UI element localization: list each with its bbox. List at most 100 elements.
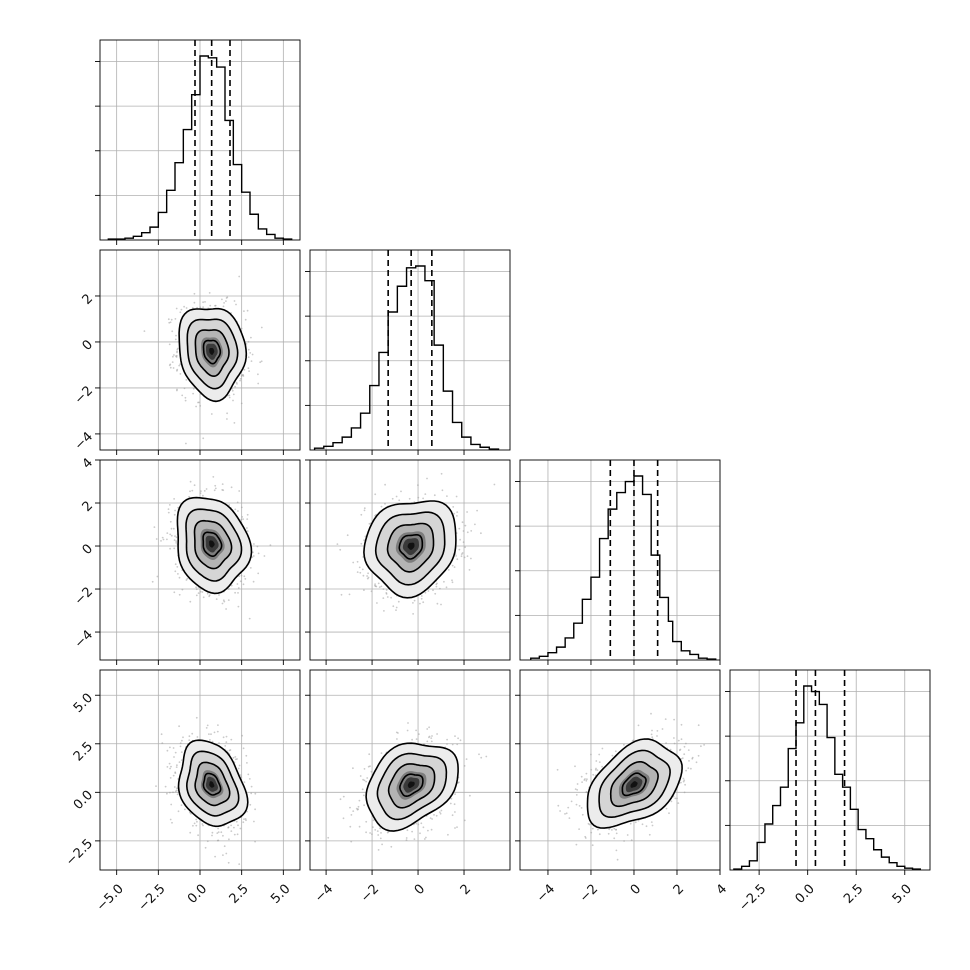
scatter-point [237, 605, 240, 608]
scatter-point [235, 303, 237, 306]
scatter-point [176, 351, 178, 354]
scatter-point [355, 807, 358, 810]
scatter-point [358, 799, 361, 802]
scatter-point [180, 759, 183, 761]
scatter-point [199, 405, 202, 407]
scatter-point [454, 811, 456, 813]
scatter-point [226, 412, 229, 415]
scatter-point [379, 837, 382, 840]
scatter-point [391, 497, 394, 500]
scatter-point [195, 586, 198, 589]
contour-line [621, 772, 647, 797]
scatter-point [668, 812, 670, 815]
scatter-point [665, 807, 668, 810]
scatter-point [590, 831, 593, 834]
scatter-point [170, 803, 173, 806]
scatter-point [166, 749, 169, 752]
scatter-point [192, 392, 195, 395]
scatter-point [175, 307, 178, 310]
scatter-point [413, 838, 416, 840]
scatter-point [590, 753, 592, 756]
scatter-point [440, 603, 442, 606]
histogram-step [107, 55, 293, 240]
scatter-point [585, 791, 588, 793]
scatter-point [193, 292, 196, 295]
scatter-point [626, 834, 629, 836]
scatter-point [426, 740, 429, 743]
scatter-point [381, 843, 383, 846]
scatter-point [242, 821, 245, 824]
scatter-point [339, 548, 342, 551]
scatter-point [378, 586, 381, 588]
scatter-point [430, 737, 433, 739]
scatter-point [166, 538, 168, 541]
scatter-point [415, 738, 418, 740]
scatter-point [197, 401, 199, 404]
scatter-point [259, 361, 262, 364]
scatter-point [234, 385, 237, 388]
x-tick-label: 0.0 [185, 882, 210, 907]
contour-line [363, 500, 457, 599]
scatter-point [356, 571, 359, 573]
scatter-point [348, 593, 351, 596]
scatter-point [468, 569, 471, 571]
contour-line [202, 339, 222, 365]
scatter-point [238, 490, 241, 492]
scatter-point [420, 822, 423, 825]
density-fill [630, 781, 638, 788]
contour-line [386, 522, 435, 573]
scatter-point [366, 577, 369, 580]
scatter-point [174, 772, 177, 774]
scatter-point [214, 855, 217, 858]
scatter-point [176, 369, 178, 372]
y-tick-label: −2 [72, 383, 96, 407]
scatter-point [173, 591, 176, 594]
scatter-point [205, 488, 208, 490]
scatter-point [352, 767, 354, 770]
scatter-point [370, 590, 373, 593]
scatter-point [226, 418, 228, 420]
scatter-point [440, 809, 443, 812]
x-tick-label: 2.5 [841, 882, 866, 907]
scatter-point [208, 733, 210, 735]
scatter-point [673, 742, 676, 745]
scatter-point [398, 499, 401, 502]
scatter-point [189, 600, 192, 603]
scatter-point [228, 504, 231, 506]
scatter-point [559, 810, 561, 812]
scatter-point [202, 494, 204, 497]
x-tick-label: −2 [577, 882, 601, 906]
scatter-point [584, 835, 587, 838]
scatter-point [223, 845, 226, 848]
scatter-point [234, 508, 237, 511]
scatter-point [623, 840, 625, 842]
scatter-point [239, 774, 242, 776]
scatter-point [601, 747, 604, 750]
scatter-point [244, 578, 247, 580]
scatter-point [435, 814, 438, 817]
y-tick-label: 0.0 [71, 788, 96, 813]
scatter-point [461, 552, 464, 554]
scatter-point [397, 600, 400, 603]
scatter-point [362, 574, 365, 577]
scatter-point [174, 338, 177, 341]
contour-line [194, 329, 230, 378]
scatter-point [247, 340, 250, 343]
scatter-point [160, 733, 163, 736]
scatter-point [374, 585, 377, 588]
scatter-point [377, 849, 380, 851]
scatter-point [458, 527, 461, 530]
scatter-point [651, 824, 654, 827]
scatter-point [594, 768, 597, 771]
scatter-point [567, 806, 570, 809]
y-tick-label: −2.5 [63, 836, 96, 869]
scatter-point [172, 367, 175, 369]
contour-line [202, 531, 223, 557]
scatter-point [376, 830, 379, 832]
scatter-point [246, 309, 249, 312]
scatter-point [462, 530, 465, 532]
scatter-point [456, 515, 458, 517]
scatter-point [234, 591, 237, 594]
pair-density-group [327, 722, 488, 851]
scatter-point [451, 564, 454, 567]
